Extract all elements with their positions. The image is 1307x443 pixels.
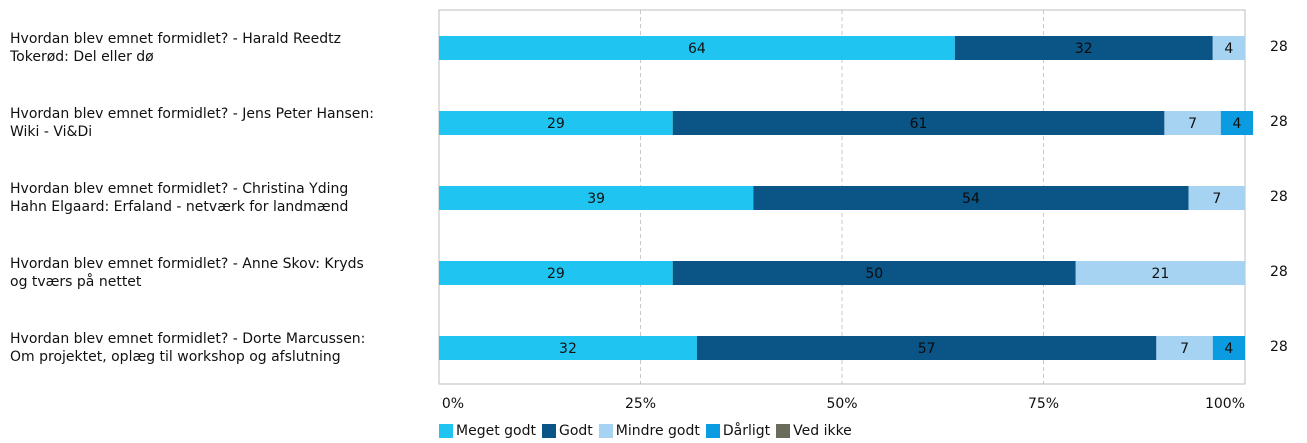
legend-item: Mindre godt xyxy=(598,423,700,439)
legend-swatch xyxy=(541,424,556,438)
data-label: 29 xyxy=(547,266,565,282)
legend-label: Meget godt xyxy=(456,423,536,439)
bar-segment xyxy=(1156,336,1213,360)
data-label: 57 xyxy=(918,341,936,357)
count-label: 28 xyxy=(1270,189,1288,205)
bar-segment xyxy=(439,186,754,210)
count-label: 28 xyxy=(1270,39,1288,55)
category-label: Hvordan blev emnet formidlet? - Dorte Ma… xyxy=(10,331,366,365)
data-label: 64 xyxy=(688,41,706,57)
bar-segment xyxy=(439,261,673,285)
data-label: 21 xyxy=(1151,266,1169,282)
bar-segment xyxy=(1164,111,1221,135)
bar-segment xyxy=(439,36,955,60)
bar-segment xyxy=(1212,336,1245,360)
data-label: 29 xyxy=(547,116,565,132)
data-label: 7 xyxy=(1180,341,1189,357)
legend-item: Godt xyxy=(541,423,593,439)
category-label: Hvordan blev emnet formidlet? - Christin… xyxy=(10,181,349,215)
data-label: 61 xyxy=(910,116,928,132)
legend-item: Ved ikke xyxy=(776,423,852,439)
data-label: 39 xyxy=(587,191,605,207)
data-label: 32 xyxy=(1075,41,1093,57)
count-label: 28 xyxy=(1270,114,1288,130)
bar-segment xyxy=(753,186,1189,210)
bar-segment xyxy=(1220,111,1254,135)
data-label: 4 xyxy=(1224,341,1233,357)
data-label: 7 xyxy=(1212,191,1221,207)
legend-swatch xyxy=(776,424,791,438)
bar-segment xyxy=(1188,186,1245,210)
category-label: Hvordan blev emnet formidlet? - Jens Pet… xyxy=(10,106,374,140)
bar-segment xyxy=(1075,261,1245,285)
legend-swatch xyxy=(598,424,613,438)
data-label: 54 xyxy=(962,191,980,207)
x-tick-label: 0% xyxy=(441,396,465,412)
category-label: Hvordan blev emnet formidlet? - Harald R… xyxy=(10,31,341,65)
legend: Meget godt Godt Mindre godt Dårligt Ved ikke xyxy=(439,421,858,441)
count-label: 28 xyxy=(1270,264,1288,280)
data-label: 50 xyxy=(865,266,883,282)
data-label: 7 xyxy=(1188,116,1197,132)
legend-swatch xyxy=(705,424,720,438)
legend-label: Ved ikke xyxy=(793,423,852,439)
legend-item: Meget godt xyxy=(439,423,536,439)
data-label: 4 xyxy=(1224,41,1233,57)
legend-swatch xyxy=(439,424,453,438)
x-tick-label: 75% xyxy=(1027,396,1060,412)
x-tick-label: 100% xyxy=(1204,396,1246,412)
bar-segment xyxy=(696,336,1157,360)
x-tick-label: 50% xyxy=(826,396,858,412)
bar-segment xyxy=(439,111,673,135)
bar-segment xyxy=(672,111,1165,135)
legend-label: Dårligt xyxy=(722,423,771,439)
bar-segment xyxy=(954,36,1213,60)
data-label: 32 xyxy=(559,341,577,357)
count-label: 28 xyxy=(1270,339,1288,355)
bar-segment xyxy=(672,261,1076,285)
data-label: 4 xyxy=(1232,116,1241,132)
bar-segment xyxy=(1212,36,1245,60)
legend-item: Dårligt xyxy=(705,423,771,439)
bar-segment xyxy=(439,336,697,360)
legend-label: Godt xyxy=(558,423,593,439)
x-tick-label: 25% xyxy=(624,396,657,412)
category-label: Hvordan blev emnet formidlet? - Anne Sko… xyxy=(10,256,364,290)
legend-label: Mindre godt xyxy=(615,423,700,439)
